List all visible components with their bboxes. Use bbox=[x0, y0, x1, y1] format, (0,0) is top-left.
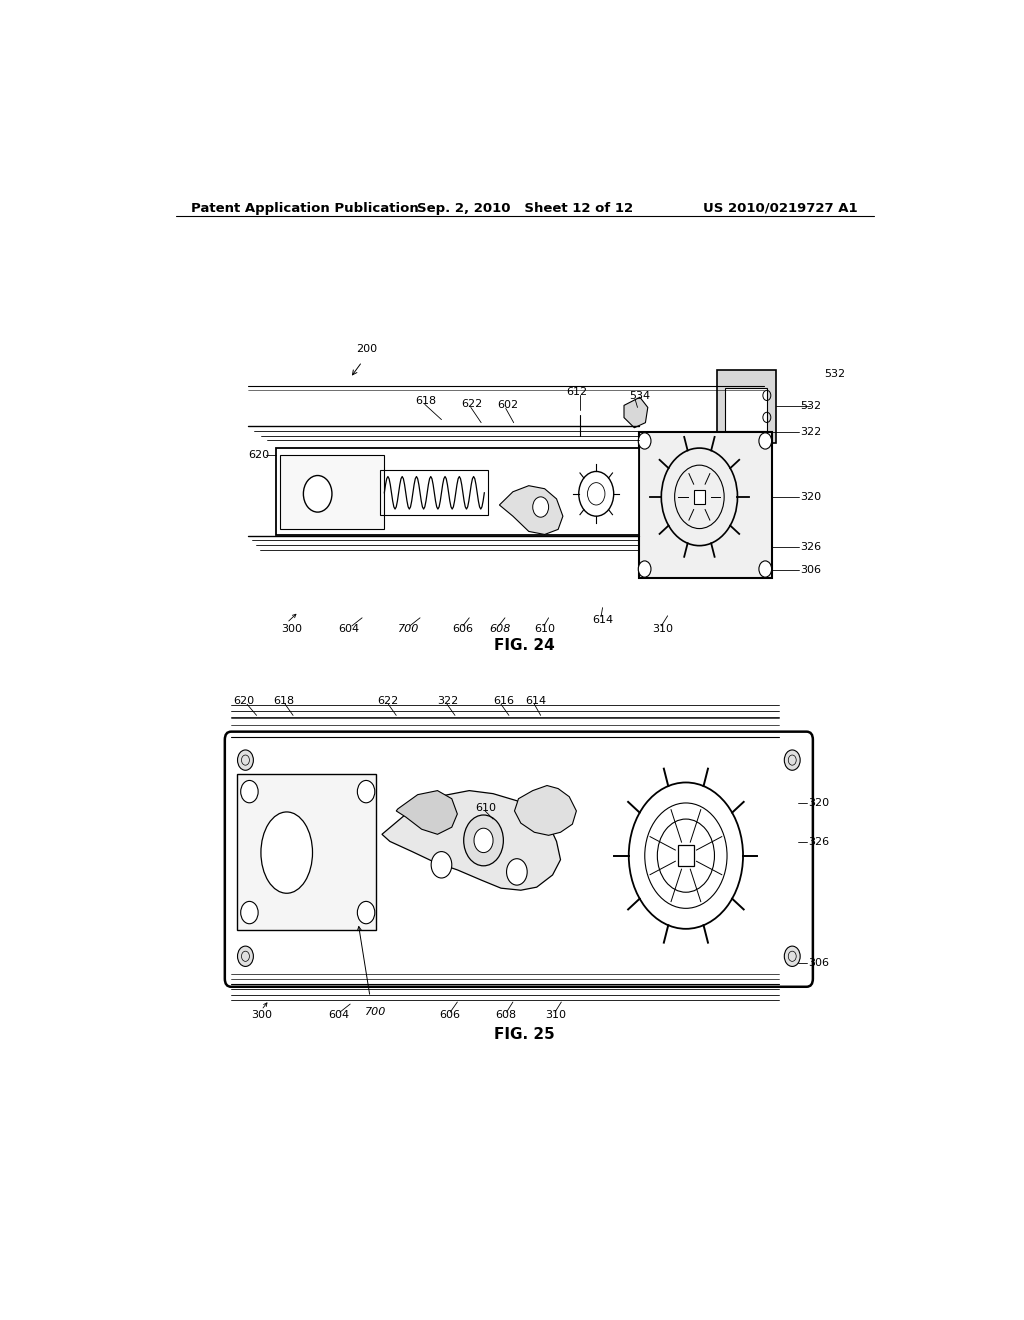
Circle shape bbox=[357, 902, 375, 924]
Text: 618: 618 bbox=[273, 696, 294, 706]
Text: FIG. 24: FIG. 24 bbox=[495, 638, 555, 653]
Polygon shape bbox=[500, 486, 563, 535]
Text: 604: 604 bbox=[338, 624, 359, 634]
Text: 534: 534 bbox=[630, 391, 650, 401]
Text: US 2010/0219727 A1: US 2010/0219727 A1 bbox=[703, 202, 858, 215]
Text: 606: 606 bbox=[439, 1010, 460, 1020]
Text: 310: 310 bbox=[652, 624, 673, 634]
Text: 614: 614 bbox=[524, 696, 546, 706]
Circle shape bbox=[759, 433, 772, 449]
Circle shape bbox=[238, 946, 253, 966]
Text: 622: 622 bbox=[377, 696, 398, 706]
FancyBboxPatch shape bbox=[275, 447, 639, 536]
Circle shape bbox=[784, 750, 800, 771]
Text: 300: 300 bbox=[251, 1010, 272, 1020]
Bar bbox=[694, 490, 705, 504]
Circle shape bbox=[474, 828, 494, 853]
Circle shape bbox=[759, 561, 772, 577]
Circle shape bbox=[638, 433, 651, 449]
Circle shape bbox=[241, 780, 258, 803]
FancyBboxPatch shape bbox=[725, 388, 767, 430]
Text: 622: 622 bbox=[461, 400, 482, 409]
Text: 602: 602 bbox=[497, 400, 518, 411]
FancyBboxPatch shape bbox=[281, 455, 384, 529]
FancyBboxPatch shape bbox=[717, 370, 776, 444]
Polygon shape bbox=[624, 397, 648, 428]
Ellipse shape bbox=[261, 812, 312, 894]
Text: 700: 700 bbox=[365, 1007, 386, 1018]
Circle shape bbox=[464, 814, 504, 866]
Text: 322: 322 bbox=[800, 426, 821, 437]
FancyBboxPatch shape bbox=[639, 432, 772, 578]
Text: 606: 606 bbox=[452, 624, 473, 634]
Text: 322: 322 bbox=[437, 696, 459, 706]
Text: 326: 326 bbox=[800, 541, 821, 552]
Text: 614: 614 bbox=[592, 615, 613, 624]
Text: Sep. 2, 2010   Sheet 12 of 12: Sep. 2, 2010 Sheet 12 of 12 bbox=[417, 202, 633, 215]
FancyBboxPatch shape bbox=[237, 775, 377, 929]
Text: 320: 320 bbox=[800, 492, 821, 502]
Text: 620: 620 bbox=[249, 450, 269, 461]
Text: FIG. 25: FIG. 25 bbox=[495, 1027, 555, 1041]
Text: 620: 620 bbox=[232, 696, 254, 706]
Text: 608: 608 bbox=[489, 624, 510, 634]
Circle shape bbox=[238, 750, 253, 771]
Circle shape bbox=[431, 851, 452, 878]
Text: 300: 300 bbox=[282, 624, 302, 634]
Text: 200: 200 bbox=[356, 345, 378, 355]
Circle shape bbox=[784, 946, 800, 966]
Text: 604: 604 bbox=[328, 1010, 349, 1020]
FancyBboxPatch shape bbox=[225, 731, 813, 987]
Text: 616: 616 bbox=[494, 696, 514, 706]
Text: 700: 700 bbox=[397, 624, 419, 634]
Circle shape bbox=[241, 902, 258, 924]
Polygon shape bbox=[396, 791, 458, 834]
Circle shape bbox=[638, 561, 651, 577]
Circle shape bbox=[507, 859, 527, 886]
Text: 610: 610 bbox=[475, 803, 497, 813]
Text: 320: 320 bbox=[808, 797, 829, 808]
Circle shape bbox=[303, 475, 332, 512]
Polygon shape bbox=[382, 791, 560, 890]
Text: 326: 326 bbox=[808, 837, 829, 847]
Text: 612: 612 bbox=[566, 387, 588, 397]
Circle shape bbox=[532, 496, 549, 517]
Text: 306: 306 bbox=[808, 958, 829, 969]
Text: 532: 532 bbox=[824, 368, 845, 379]
Circle shape bbox=[357, 780, 375, 803]
Text: 608: 608 bbox=[496, 1010, 516, 1020]
Text: 610: 610 bbox=[535, 624, 555, 634]
Text: 618: 618 bbox=[416, 396, 436, 407]
Text: Patent Application Publication: Patent Application Publication bbox=[191, 202, 419, 215]
Bar bbox=[678, 846, 694, 866]
Polygon shape bbox=[514, 785, 577, 836]
Text: 306: 306 bbox=[800, 565, 821, 576]
Text: 310: 310 bbox=[546, 1010, 566, 1020]
Text: 532: 532 bbox=[800, 401, 821, 412]
